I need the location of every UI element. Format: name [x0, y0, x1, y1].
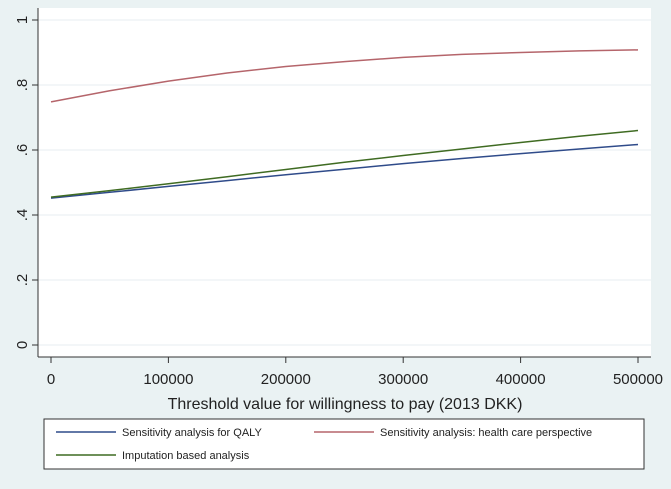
x-tick-label: 0: [47, 371, 55, 388]
x-tick-label: 500000: [613, 371, 663, 388]
y-tick-label: .4: [14, 209, 31, 222]
x-axis: 0 100000 200000 300000 400000 500000: [38, 356, 663, 388]
series-line-3: [50, 129, 639, 198]
series-line-2: [50, 49, 639, 103]
x-axis-title: Threshold value for willingness to pay (…: [168, 396, 523, 413]
x-tick-label: 300000: [378, 371, 428, 388]
gridlines: [38, 19, 651, 346]
legend-label-2: Sensitivity analysis: health care perspe…: [380, 427, 592, 439]
x-tick-label: 200000: [261, 371, 311, 388]
x-tick-label: 400000: [496, 371, 546, 388]
y-tick-label: .2: [14, 274, 31, 287]
legend-label-3: Imputation based analysis: [122, 450, 250, 462]
y-tick-label: 0: [14, 341, 31, 349]
y-axis: 0 .2 .4 .6 .8 1: [14, 8, 39, 357]
y-tick-label: .8: [14, 79, 31, 92]
plot-area: [38, 8, 651, 357]
y-tick-label: 1: [14, 16, 31, 24]
series-lines: [50, 49, 639, 199]
legend: Sensitivity analysis for QALY Sensitivity…: [43, 418, 645, 470]
legend-label-1: Sensitivity analysis for QALY: [122, 427, 262, 439]
y-tick-label: .6: [14, 144, 31, 157]
x-tick-label: 100000: [143, 371, 193, 388]
legend-box: [43, 418, 645, 470]
series-line-1: [50, 143, 639, 199]
